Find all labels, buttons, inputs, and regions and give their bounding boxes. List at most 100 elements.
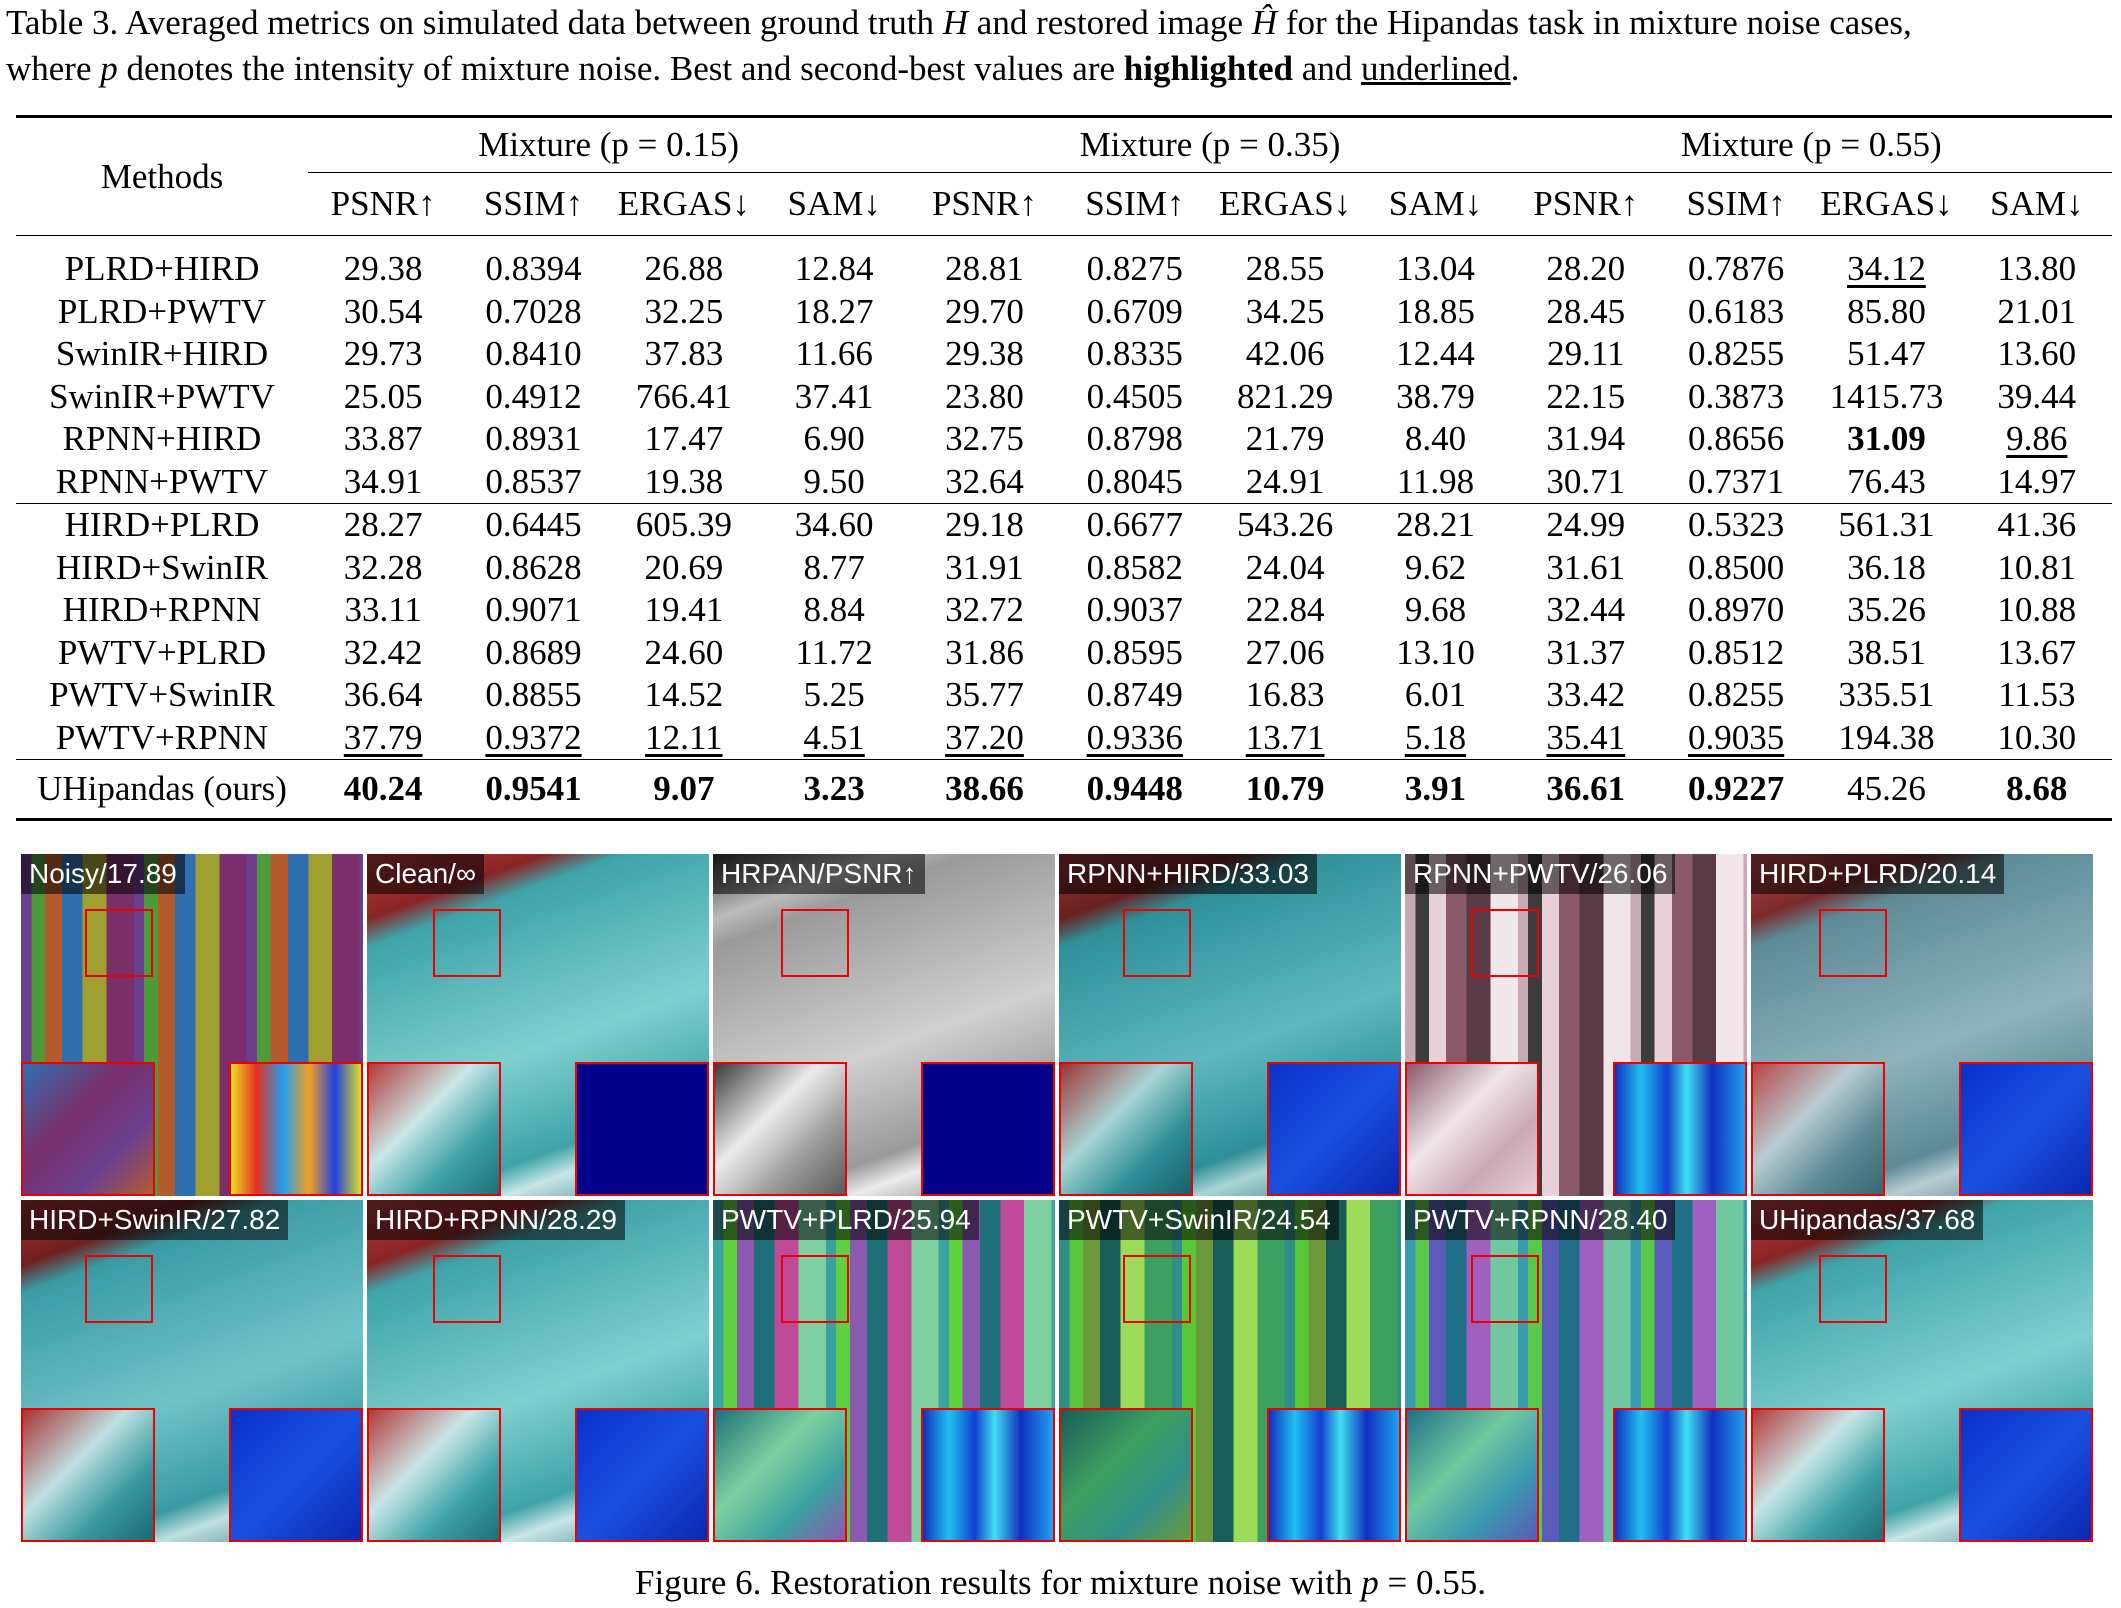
metric-value: 8.77 [803, 547, 865, 587]
metric-value: 13.80 [1961, 235, 2112, 291]
metric-value: 766.41 [635, 376, 732, 416]
result-image-tile: PWTV+SwinIR/24.54 [1058, 1199, 1402, 1543]
metric-value: 1415.73 [1829, 376, 1944, 416]
metric-value: 35.41 [1546, 717, 1626, 757]
tile-label: PWTV+SwinIR/24.54 [1059, 1200, 1339, 1240]
metric-value: 33.87 [343, 419, 423, 459]
metric-value: 561.31 [1811, 503, 1962, 547]
metric-value: 29.70 [945, 291, 1024, 331]
roi-box [1819, 1255, 1887, 1323]
metric-value: 3.91 [1360, 759, 1511, 821]
group-header-3: Mixture (p = 0.55) [1510, 115, 2112, 173]
metric-value: 543.26 [1209, 503, 1361, 547]
group-header-2: Mixture (p = 0.35) [909, 115, 1511, 173]
metric-value: 23.80 [945, 376, 1024, 416]
method-name: HIRD+SwinIR [55, 547, 269, 587]
metric-value: 9.68 [1404, 590, 1467, 630]
metric-value: 28.55 [1209, 235, 1361, 291]
metric-value: 40.24 [308, 759, 459, 821]
result-image-tile: HRPAN/PSNR↑ [712, 853, 1056, 1197]
metric-value: 0.8335 [1086, 334, 1183, 374]
table-caption: Table 3. Averaged metrics on simulated d… [6, 0, 2116, 92]
method-name: RPNN+PWTV [55, 461, 269, 501]
error-map-patch [1613, 1062, 1747, 1196]
result-image-tile: Clean/∞ [366, 853, 710, 1197]
metric-value: 0.8394 [458, 235, 609, 291]
metric-value: 24.04 [1245, 547, 1325, 587]
method-name: PWTV+RPNN [55, 717, 269, 757]
metric-value: 0.4912 [485, 376, 582, 416]
roi-box [1471, 909, 1539, 977]
metric-value: 0.9035 [1687, 717, 1785, 757]
metric-header: SAM↓ [1961, 172, 2112, 236]
metric-value: 0.8500 [1687, 547, 1785, 587]
metric-value: 31.94 [1546, 419, 1626, 459]
method-name: HIRD+PLRD [16, 503, 308, 547]
metric-value: 0.8255 [1687, 675, 1785, 715]
metric-value: 31.61 [1546, 547, 1626, 587]
metric-value: 36.18 [1847, 547, 1926, 587]
table-row: PLRD+HIRD 29.38 0.8394 26.88 12.84 28.81 0.827… [16, 235, 2112, 291]
metric-value: 24.60 [644, 632, 724, 672]
metric-value: 35.77 [945, 675, 1024, 715]
metric-value: 41.36 [1961, 503, 2112, 547]
metric-value: 12.84 [758, 235, 910, 291]
metric-value: 33.42 [1546, 675, 1626, 715]
metric-value: 6.90 [803, 419, 865, 459]
zoomed-patch [21, 1062, 155, 1196]
tile-label: HIRD+RPNN/28.29 [367, 1200, 625, 1240]
table-row: HIRD+RPNN 33.11 0.9071 19.41 8.84 32.72 0.9037… [16, 589, 2112, 632]
zoomed-patch [1751, 1062, 1885, 1196]
result-image-tile: Noisy/17.89 [20, 853, 364, 1197]
metric-value: 18.27 [794, 291, 874, 331]
metric-value: 0.8595 [1086, 632, 1183, 672]
table-row: SwinIR+PWTV 25.05 0.4912 766.41 37.41 23.80 0.… [16, 376, 2112, 419]
roi-box [1123, 1255, 1191, 1323]
metric-value: 605.39 [608, 503, 759, 547]
error-map-patch [575, 1062, 709, 1196]
metric-value: 35.26 [1847, 590, 1926, 630]
metric-value: 5.18 [1404, 717, 1467, 757]
roi-box [1819, 909, 1887, 977]
metric-value: 11.66 [795, 334, 873, 374]
metric-value: 13.71 [1245, 717, 1325, 757]
metric-value: 38.79 [1396, 376, 1475, 416]
metric-value: 18.85 [1396, 291, 1475, 331]
metric-value: 0.6445 [458, 503, 609, 547]
zoomed-patch [1751, 1408, 1885, 1542]
metric-value: 194.38 [1838, 717, 1935, 757]
metric-value: 8.40 [1404, 419, 1467, 459]
metric-value: 0.7876 [1660, 235, 1812, 291]
metric-value: 37.41 [794, 376, 874, 416]
metric-value: 34.91 [343, 461, 423, 501]
metric-value: 3.23 [758, 759, 910, 821]
zoomed-patch [1405, 1408, 1539, 1542]
metric-value: 13.60 [1997, 334, 2077, 374]
metric-value: 32.64 [945, 461, 1024, 501]
zoomed-patch [367, 1408, 501, 1542]
metric-value: 10.88 [1997, 590, 2077, 630]
error-map-patch [1613, 1408, 1747, 1542]
metric-value: 39.44 [1997, 376, 2077, 416]
metric-value: 13.67 [1997, 632, 2077, 672]
metric-header: SSIM↑ [1059, 172, 1210, 236]
tile-label: RPNN+HIRD/33.03 [1059, 854, 1317, 894]
error-map-patch [1959, 1062, 2093, 1196]
metric-value: 0.6183 [1687, 291, 1785, 331]
metric-value: 14.97 [1997, 461, 2077, 501]
metric-value: 17.47 [644, 419, 724, 459]
metric-value: 5.25 [803, 675, 865, 715]
metric-value: 31.09 [1847, 419, 1926, 459]
metric-value: 34.12 [1811, 235, 1962, 291]
method-name: SwinIR+HIRD [55, 334, 269, 374]
roi-box [433, 1255, 501, 1323]
table-row: HIRD+SwinIR 32.28 0.8628 20.69 8.77 31.91 0.85… [16, 547, 2112, 590]
metric-value: 11.98 [1396, 461, 1475, 501]
metric-value: 28.20 [1510, 235, 1661, 291]
error-map-patch [921, 1062, 1055, 1196]
result-image-tile: PWTV+PLRD/25.94 [712, 1199, 1056, 1543]
roi-box [781, 1255, 849, 1323]
zoomed-patch [1405, 1062, 1539, 1196]
table-row: RPNN+HIRD 33.87 0.8931 17.47 6.90 32.75 0.8798… [16, 418, 2112, 461]
error-map-patch [229, 1062, 363, 1196]
